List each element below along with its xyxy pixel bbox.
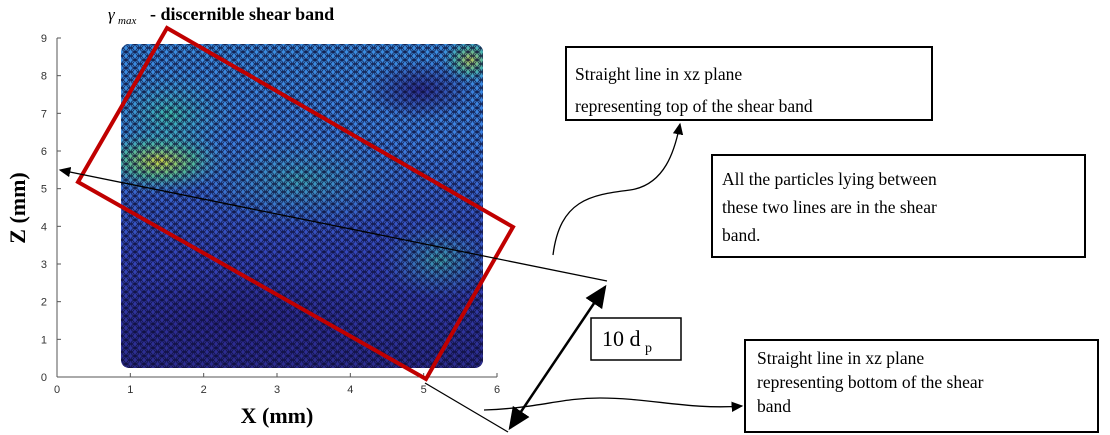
z-tick-label: 7	[41, 108, 47, 120]
z-tick-label: 8	[41, 71, 47, 83]
annotation-line: Straight line in xz plane	[757, 348, 924, 368]
annotation-box	[711, 154, 1086, 258]
z-axis-label: Z (mm)	[5, 172, 30, 243]
dimension-box	[590, 317, 682, 361]
annotation-line: representing bottom of the shear	[757, 372, 984, 392]
annotation-line: band	[757, 396, 791, 416]
x-tick-label: 0	[54, 384, 60, 396]
x-tick-label: 2	[201, 384, 207, 396]
annotation-line: All the particles lying between	[722, 169, 937, 189]
x-axis-label: X (mm)	[241, 403, 314, 428]
z-tick-label: 5	[41, 184, 47, 196]
z-tick-label: 9	[41, 33, 47, 45]
annotation-line: these two lines are in the shear	[722, 197, 937, 217]
x-tick-label: 3	[274, 384, 280, 396]
x-tick-label: 6	[494, 384, 500, 396]
z-tick-label: 6	[41, 146, 47, 158]
title: - discernible shear band	[150, 4, 334, 24]
callout-arrow	[552, 122, 684, 256]
z-tick-label: 4	[41, 221, 47, 233]
z-tick-label: 1	[41, 334, 47, 346]
x-tick-label: 4	[347, 384, 353, 396]
particles	[121, 44, 483, 368]
z-tick-label: 2	[41, 297, 47, 309]
title-symbol: γ	[108, 5, 116, 24]
annotation-line: Straight line in xz plane	[575, 64, 742, 84]
top-line	[58, 166, 608, 282]
annotation-box	[744, 339, 1099, 433]
shear-band-box	[75, 25, 516, 382]
particle-assembly	[121, 44, 483, 368]
x-tick-label: 1	[127, 384, 133, 396]
annotation-line: representing top of the shear band	[575, 96, 813, 116]
annotation-box	[565, 46, 933, 121]
annotation-line: band.	[722, 225, 760, 245]
z-tick-label: 3	[41, 259, 47, 271]
title-subscript: max	[118, 15, 136, 27]
callout-arrow	[483, 397, 744, 412]
dimension-subscript: p	[645, 341, 652, 356]
bottom-line	[424, 382, 509, 433]
x-tick-label: 5	[421, 384, 427, 396]
band-width-arrow	[508, 284, 607, 431]
dimension-label: 10 d	[602, 326, 641, 351]
z-tick-label: 0	[41, 372, 47, 384]
